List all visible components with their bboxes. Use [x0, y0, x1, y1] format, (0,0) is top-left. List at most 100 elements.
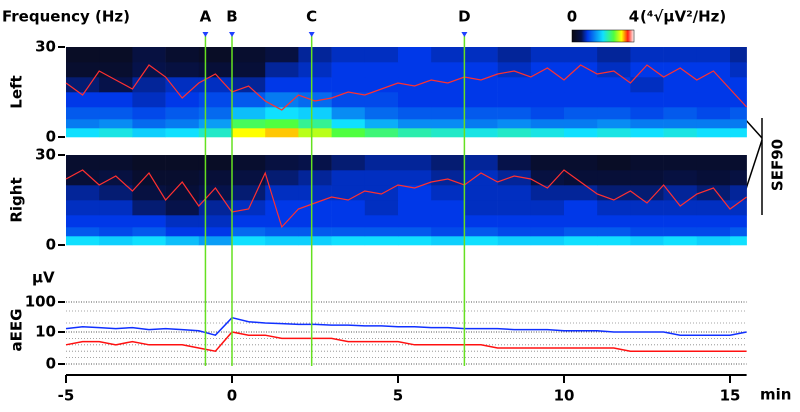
- heatmap-cell: [464, 47, 498, 63]
- heatmap-cell: [364, 62, 399, 78]
- heatmap-cell: [165, 47, 200, 63]
- heatmap-cell: [198, 227, 233, 237]
- heatmap-cell: [132, 185, 166, 201]
- heatmap-cell: [464, 155, 498, 171]
- heatmap-cell: [232, 155, 266, 171]
- heatmap-cell: [66, 128, 100, 138]
- heatmap-cell: [198, 119, 233, 129]
- heatmap-cell: [364, 227, 399, 237]
- heatmap-cell: [364, 170, 399, 186]
- heatmap-cell: [232, 47, 266, 63]
- heatmap-cell: [298, 77, 332, 93]
- heatmap-cell: [132, 215, 166, 228]
- heatmap-cell: [497, 215, 532, 228]
- aeeg-trace: [65, 316, 747, 337]
- heatmap-cell: [630, 107, 664, 120]
- heatmap-cell: [198, 77, 233, 93]
- heatmap-cell: [696, 107, 731, 120]
- event-marker: [461, 32, 468, 37]
- heatmap-cell: [464, 128, 498, 138]
- right-label: Right: [8, 177, 26, 222]
- heatmap-cell: [165, 77, 200, 93]
- heatmap-cell: [730, 236, 747, 246]
- heatmap-cell: [597, 92, 631, 108]
- heatmap-cell: [497, 92, 532, 108]
- heatmap-cell: [364, 128, 399, 138]
- y-tick-label: 0: [46, 128, 56, 146]
- heatmap-cell: [165, 119, 200, 129]
- heatmap-cell: [265, 47, 299, 63]
- heatmap-cell: [530, 107, 565, 120]
- heatmap-cell: [232, 185, 266, 201]
- spectrogram: [66, 47, 747, 138]
- heatmap-cell: [66, 77, 100, 93]
- heatmap-cell: [398, 227, 432, 237]
- heatmap-cell: [663, 227, 698, 237]
- heatmap-cell: [265, 236, 299, 246]
- event-label: D: [458, 8, 470, 26]
- heatmap-cell: [198, 128, 233, 138]
- x-tick-label: -5: [58, 387, 75, 405]
- heatmap-cell: [265, 128, 299, 138]
- heatmap-cell: [730, 128, 747, 138]
- heatmap-cell: [398, 128, 432, 138]
- heatmap-cell: [265, 77, 299, 93]
- heatmap-cell: [198, 170, 233, 186]
- heatmap-cell: [198, 62, 233, 78]
- heatmap-cell: [298, 185, 332, 201]
- heatmap-cell: [165, 92, 200, 108]
- heatmap-cell: [398, 236, 432, 246]
- aeeg-label: aEEG: [8, 309, 26, 352]
- heatmap-cell: [464, 227, 498, 237]
- heatmap-cell: [597, 200, 631, 216]
- heatmap-cell: [564, 47, 598, 63]
- heatmap-cell: [597, 128, 631, 138]
- spectrogram: [66, 155, 747, 246]
- heatmap-cell: [298, 119, 332, 129]
- heatmap-cell: [696, 215, 731, 228]
- heatmap-cell: [265, 107, 299, 120]
- heatmap-cell: [331, 227, 366, 237]
- heatmap-cell: [66, 62, 100, 78]
- heatmap-cell: [696, 62, 731, 78]
- heatmap-cell: [265, 92, 299, 108]
- heatmap-cell: [99, 236, 133, 246]
- heatmap-cell: [431, 155, 465, 171]
- event-marker: [202, 32, 209, 37]
- heatmap-cell: [597, 170, 631, 186]
- heatmap-cell: [630, 227, 664, 237]
- heatmap-cell: [364, 92, 399, 108]
- heatmap-cell: [331, 77, 366, 93]
- heatmap-cell: [232, 170, 266, 186]
- heatmap-cell: [132, 155, 166, 171]
- event-label: B: [226, 8, 237, 26]
- heatmap-cell: [530, 236, 565, 246]
- heatmap-cell: [497, 170, 532, 186]
- y-tick-label: 0: [46, 355, 56, 373]
- heatmap-cell: [497, 107, 532, 120]
- heatmap-cell: [132, 62, 166, 78]
- heatmap-cell: [66, 185, 100, 201]
- heatmap-cell: [696, 128, 731, 138]
- heatmap-cell: [663, 200, 698, 216]
- heatmap-cell: [398, 155, 432, 171]
- heatmap-cell: [597, 155, 631, 171]
- heatmap-cell: [265, 227, 299, 237]
- heatmap-cell: [530, 128, 565, 138]
- heatmap-cell: [696, 185, 731, 201]
- heatmap-cell: [530, 215, 565, 228]
- heatmap-cell: [530, 77, 565, 93]
- heatmap-cell: [232, 62, 266, 78]
- heatmap-cell: [497, 227, 532, 237]
- heatmap-cell: [298, 107, 332, 120]
- heatmap-cell: [66, 155, 100, 171]
- heatmap-cell: [730, 62, 747, 78]
- heatmap-cell: [331, 236, 366, 246]
- unit-label: μV: [32, 269, 55, 287]
- heatmap-cell: [232, 119, 266, 129]
- heatmap-cell: [730, 77, 747, 93]
- event-marker: [229, 32, 235, 37]
- heatmap-cell: [364, 215, 399, 228]
- heatmap-cell: [497, 119, 532, 129]
- heatmap-cell: [99, 119, 133, 129]
